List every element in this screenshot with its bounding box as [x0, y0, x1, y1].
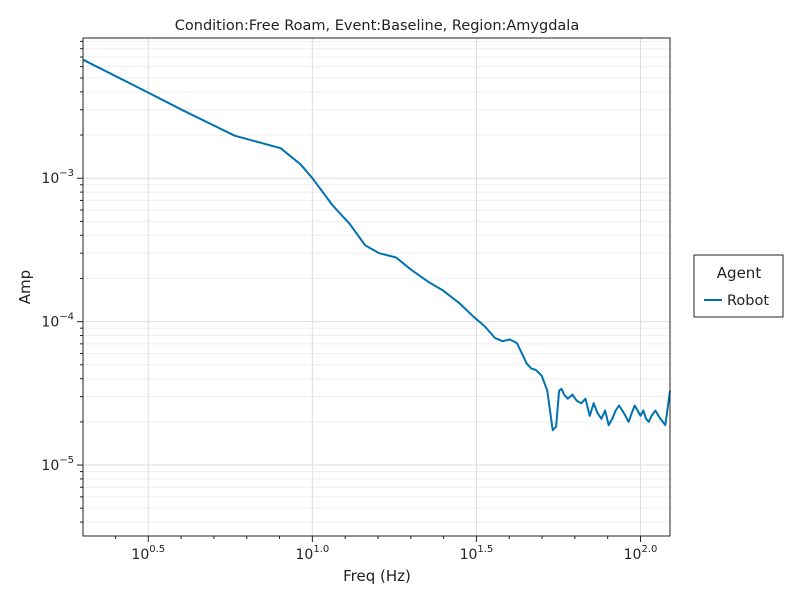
y-tick-label: 10−3 — [41, 168, 74, 187]
legend-entry-robot: Robot — [727, 293, 769, 309]
legend: Agent Robot — [693, 254, 784, 318]
y-tick-label: 10−4 — [41, 312, 74, 331]
series-layer — [82, 58, 671, 432]
y-axis-label: Amp — [16, 270, 34, 304]
x-tick-label: 101.5 — [460, 544, 494, 563]
legend-box — [693, 254, 784, 318]
plot-frame — [82, 37, 671, 537]
x-tick-label: 101.0 — [295, 544, 329, 563]
axes: 10−5 10−4 10−3 100.5 101.0 101.5 102.0 — [41, 40, 658, 563]
chart-title: Condition:Free Roam, Event:Baseline, Reg… — [175, 18, 579, 34]
grid — [83, 38, 670, 536]
series-line-robot — [82, 58, 671, 432]
y-tick-label: 10−5 — [41, 455, 74, 474]
x-tick-label: 100.5 — [131, 544, 165, 563]
legend-title: Agent — [717, 264, 762, 282]
x-axis-label: Freq (Hz) — [343, 567, 411, 585]
x-tick-label: 102.0 — [624, 544, 658, 563]
